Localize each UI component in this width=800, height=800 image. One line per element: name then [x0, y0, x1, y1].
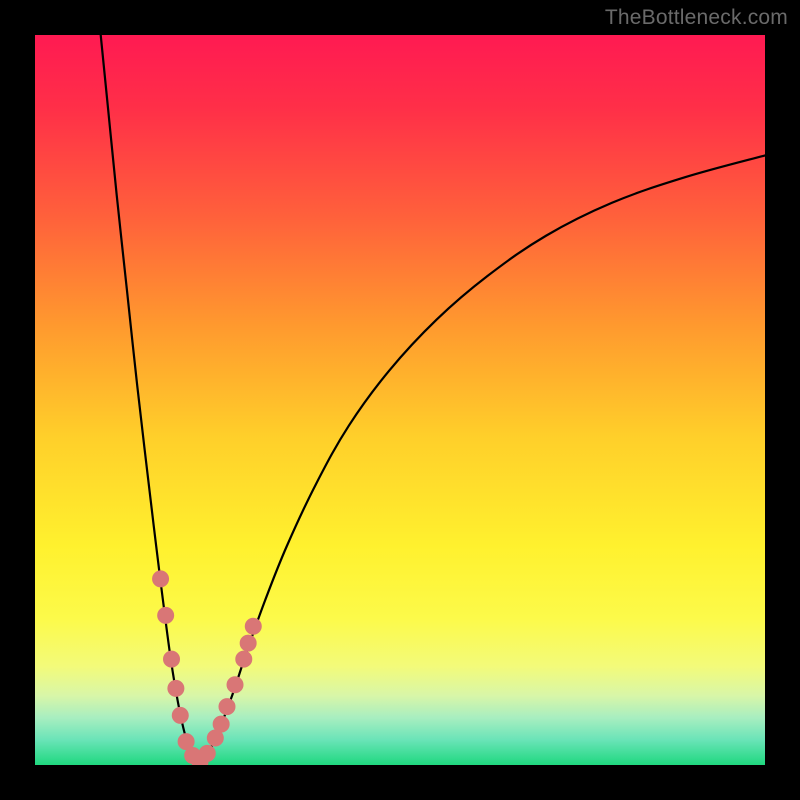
data-marker: [168, 680, 184, 696]
chart-stage: TheBottleneck.com: [0, 0, 800, 800]
data-marker: [199, 745, 215, 761]
bottleneck-chart: [0, 0, 800, 800]
data-marker: [153, 571, 169, 587]
heatmap-background: [35, 35, 765, 765]
data-marker: [245, 618, 261, 634]
data-marker: [172, 707, 188, 723]
data-marker: [213, 716, 229, 732]
data-marker: [227, 677, 243, 693]
data-marker: [219, 699, 235, 715]
data-marker: [164, 651, 180, 667]
data-marker: [240, 635, 256, 651]
data-marker: [236, 651, 252, 667]
data-marker: [158, 607, 174, 623]
watermark-text: TheBottleneck.com: [605, 6, 788, 30]
